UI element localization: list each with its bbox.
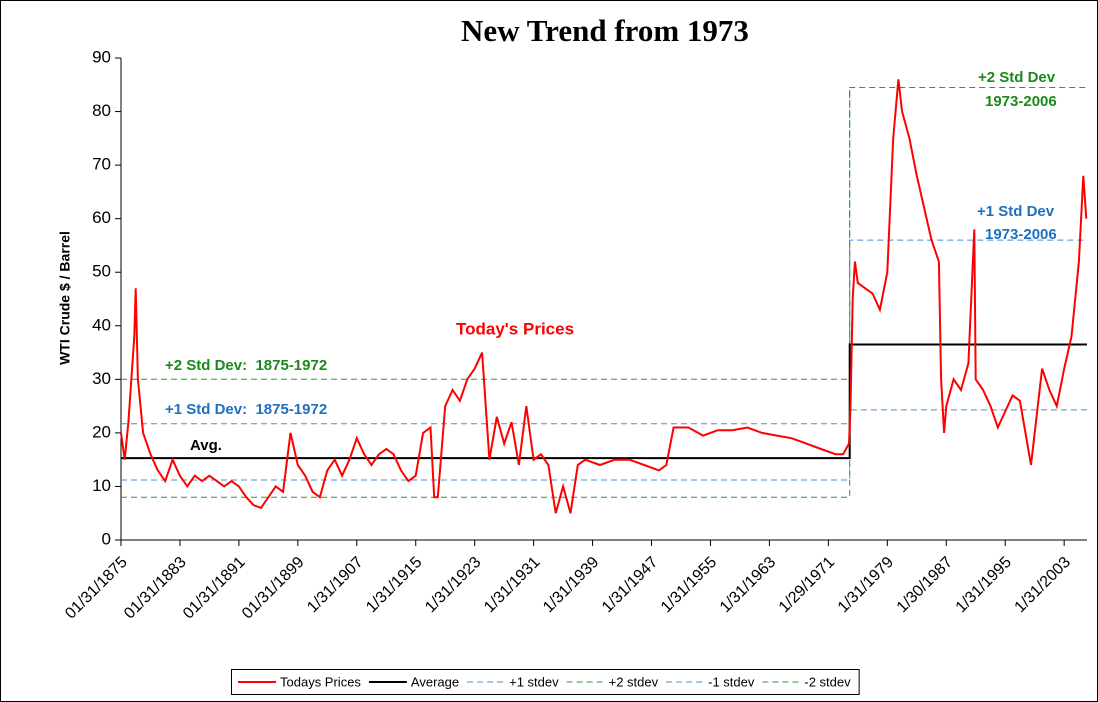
y-tick-label: 60: [92, 208, 111, 227]
y-tick-label: 50: [92, 262, 111, 281]
legend-label: -1 stdev: [708, 674, 755, 689]
chart-title: New Trend from 1973: [461, 13, 749, 48]
annotation: +2 Std Dev: [978, 69, 1056, 86]
y-tick-label: 30: [92, 369, 111, 388]
y-tick-label: 70: [92, 155, 111, 174]
annotations: Today's Prices +2 Std Dev: 1875-1972 +1 St…: [165, 69, 1057, 454]
series-line: [121, 239, 1087, 425]
series-line: [121, 87, 1087, 380]
y-tick-label: 0: [102, 529, 111, 548]
y-tick-label: 40: [92, 315, 111, 334]
y-tick-label: 80: [92, 101, 111, 120]
annotation: Avg.: [190, 437, 222, 454]
y-tick-label: 10: [92, 476, 111, 495]
annotation: Today's Prices: [456, 319, 574, 338]
annotation: +2 Std Dev: 1875-1972: [165, 357, 327, 374]
y-tick-label: 90: [92, 47, 111, 66]
y-axis-label: WTI Crude $ / Barrel: [57, 231, 73, 365]
y-tick-label: 20: [92, 422, 111, 441]
legend-box: [231, 669, 860, 695]
legend-label: Average: [411, 674, 459, 689]
annotation: +1 Std Dev: [977, 203, 1055, 220]
legend-label: -2 stdev: [804, 674, 851, 689]
series-line: [120, 79, 1088, 514]
legend-label: Todays Prices: [280, 674, 361, 689]
legend-label: +2 stdev: [609, 674, 659, 689]
legend-label: +1 stdev: [509, 674, 559, 689]
annotation: 1973-2006: [985, 226, 1057, 243]
annotation: 1973-2006: [985, 93, 1057, 110]
annotation: +1 Std Dev: 1875-1972: [165, 401, 327, 418]
